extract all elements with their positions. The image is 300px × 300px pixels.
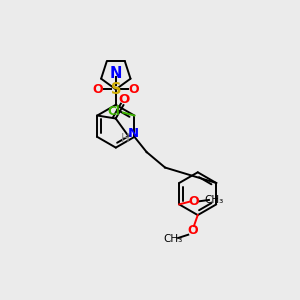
Text: O: O (129, 83, 139, 96)
Text: H: H (121, 132, 130, 145)
Text: O: O (92, 83, 103, 96)
Text: O: O (187, 224, 198, 237)
Text: O: O (189, 195, 200, 208)
Text: CH₃: CH₃ (205, 195, 224, 205)
Text: N: N (110, 66, 122, 81)
Text: S: S (111, 82, 121, 97)
Text: N: N (128, 127, 139, 140)
Text: O: O (118, 93, 129, 106)
Text: Cl: Cl (107, 105, 120, 118)
Text: CH₃: CH₃ (163, 235, 182, 244)
